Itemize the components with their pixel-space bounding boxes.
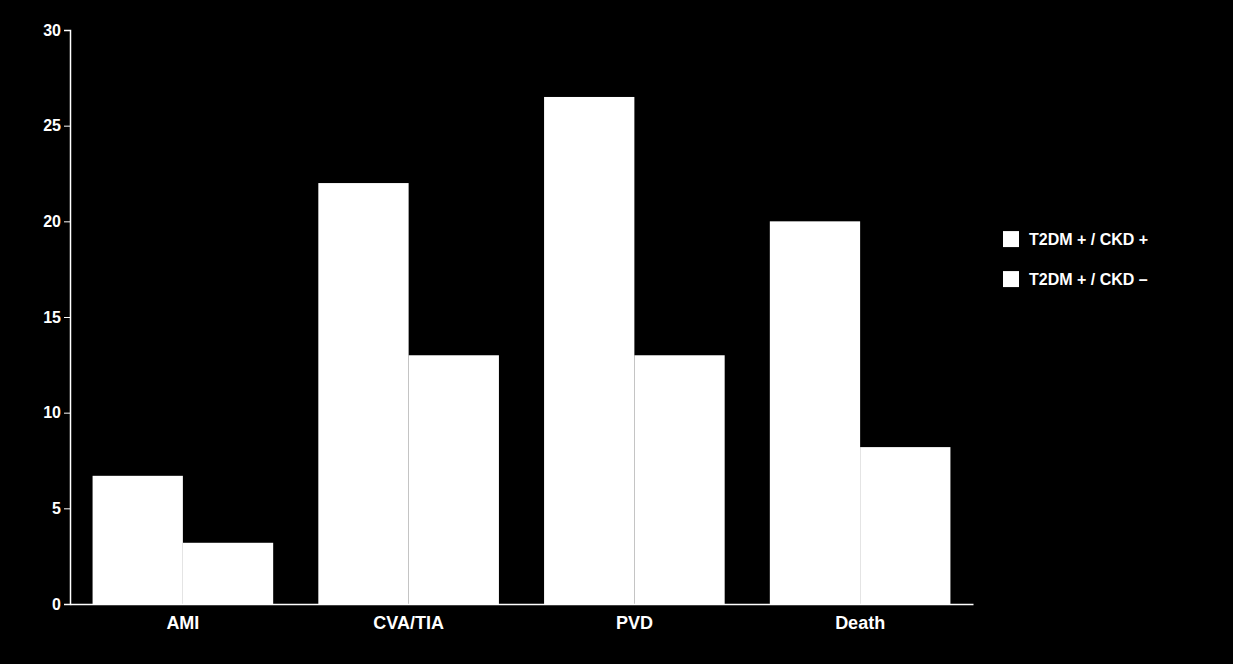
x-axis: AMI CVA/TIA PVD Death <box>71 605 974 633</box>
y-axis: 0 5 10 15 20 25 30 <box>43 22 70 613</box>
tick: 30 <box>43 22 70 39</box>
legend-item: T2DM + / CKD – <box>1003 271 1148 288</box>
legend-label: T2DM + / CKD + <box>1029 231 1148 248</box>
bar <box>544 97 634 604</box>
tick-label: 5 <box>52 500 61 517</box>
legend-swatch <box>1003 231 1019 247</box>
tick: 15 <box>43 309 70 326</box>
tick-mark <box>64 126 70 127</box>
tick-mark <box>64 413 70 414</box>
tick-label: 20 <box>43 213 61 230</box>
bar <box>770 221 860 604</box>
tick: Death <box>835 613 885 633</box>
tick: 0 <box>52 596 70 613</box>
axis-line <box>64 31 71 605</box>
tick: PVD <box>616 613 653 633</box>
tick-mark <box>64 30 70 31</box>
bar-series <box>93 97 861 604</box>
axis-line <box>71 604 974 606</box>
legend-label: T2DM + / CKD – <box>1029 271 1148 288</box>
tick-label: 10 <box>43 404 61 421</box>
bar <box>93 476 183 604</box>
tick-mark <box>64 317 70 318</box>
tick: 10 <box>43 404 70 421</box>
tick-mark <box>64 221 70 222</box>
tick-mark <box>64 604 70 605</box>
chart-svg: 0 5 10 15 20 25 30 AMI CVA/TIA PVD Death T2DM + / C… <box>0 0 1233 664</box>
tick: 25 <box>43 117 70 134</box>
tick-label: Death <box>835 613 885 633</box>
legend: T2DM + / CKD + T2DM + / CKD – <box>1003 231 1148 288</box>
tick-label: 15 <box>43 309 61 326</box>
bars <box>93 97 951 604</box>
tick: 5 <box>52 500 70 517</box>
tick-label: 25 <box>43 117 61 134</box>
bar <box>634 355 724 604</box>
tick-label: 30 <box>43 22 61 39</box>
tick-label: AMI <box>166 613 199 633</box>
plot-area: 0 5 10 15 20 25 30 AMI CVA/TIA PVD Death <box>43 22 973 633</box>
bar <box>183 543 273 604</box>
bar <box>860 447 950 604</box>
tick-label: PVD <box>616 613 653 633</box>
legend-item: T2DM + / CKD + <box>1003 231 1148 248</box>
bar-series <box>183 355 951 604</box>
tick: 20 <box>43 213 70 230</box>
tick-label: 0 <box>52 596 61 613</box>
tick-label: CVA/TIA <box>373 613 444 633</box>
bar <box>409 355 499 604</box>
chart-container: 0 5 10 15 20 25 30 AMI CVA/TIA PVD Death T2DM + / C… <box>0 0 1233 664</box>
tick: CVA/TIA <box>373 613 444 633</box>
legend-swatch <box>1003 271 1019 287</box>
tick: AMI <box>166 613 199 633</box>
tick-mark <box>64 508 70 509</box>
bar <box>318 183 408 604</box>
